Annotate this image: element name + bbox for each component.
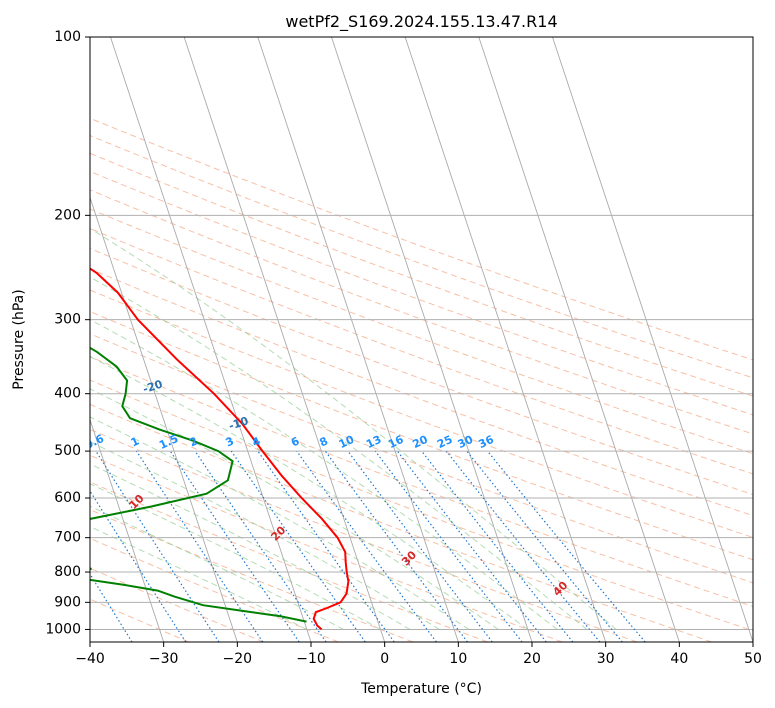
x-axis: −40 −30 −20 −10 0 10 20 30 40 50 bbox=[75, 642, 762, 667]
mixing-ratio-line bbox=[230, 450, 366, 642]
y-tick-label: 200 bbox=[54, 207, 81, 223]
mixing-ratio-label: 0.2 bbox=[2, 432, 25, 452]
mixing-ratio-line bbox=[324, 450, 468, 642]
plot-frame bbox=[89, 36, 754, 643]
mixing-ratio-label: 13 bbox=[364, 433, 383, 451]
y-axis: 100 200 300 400 500 600 700 800 900 1000 bbox=[45, 29, 90, 637]
y-tick-label: 100 bbox=[54, 29, 81, 45]
dry-adiabat-line bbox=[90, 333, 753, 584]
mixing-ratio-line bbox=[257, 450, 395, 642]
isotherm-line bbox=[183, 37, 386, 642]
isotherm-label: -10 bbox=[227, 414, 250, 433]
moist-adiabat-line bbox=[90, 505, 344, 630]
moist-adiabat-line bbox=[90, 319, 558, 630]
mixing-ratio-line bbox=[445, 450, 601, 642]
mixing-ratio-line bbox=[90, 489, 187, 642]
x-tick-label: −10 bbox=[296, 651, 326, 667]
x-tick-label: 10 bbox=[449, 651, 467, 667]
x-tick-label: 40 bbox=[670, 651, 688, 667]
mixing-ratio-label: 30 bbox=[456, 433, 476, 451]
mixing-ratio-line bbox=[466, 450, 623, 642]
isotherm-line bbox=[552, 37, 753, 642]
mixing-ratio-label: 36 bbox=[476, 433, 496, 451]
mixing-ratio-label: 25 bbox=[435, 433, 454, 451]
moist-adiabat-line bbox=[90, 416, 470, 630]
dry-adiabat-line bbox=[90, 428, 638, 642]
mixing-ratio-line bbox=[135, 450, 264, 642]
y-tick-label: 800 bbox=[54, 564, 81, 580]
data-series bbox=[90, 267, 350, 631]
mixing-ratio-line bbox=[194, 450, 327, 642]
x-axis-label: Temperature (°C) bbox=[360, 681, 482, 697]
moist-adiabat-line bbox=[90, 526, 308, 630]
guide-lines bbox=[0, 37, 753, 642]
isotherm-line bbox=[331, 37, 533, 642]
dry-adiabat-line bbox=[90, 537, 339, 642]
mixing-ratio-label: 10 bbox=[337, 433, 357, 451]
x-tick-label: −40 bbox=[75, 651, 105, 667]
mixing-ratio-label: 20 bbox=[411, 433, 431, 451]
moist-adiabat-line bbox=[90, 227, 617, 630]
moist-adiabat-line bbox=[90, 441, 440, 630]
isotherm-line bbox=[478, 37, 680, 642]
mixing-ratio-line bbox=[95, 450, 220, 642]
dry-adiabat-line bbox=[90, 454, 563, 642]
x-tick-label: 0 bbox=[380, 651, 389, 667]
y-tick-label: 400 bbox=[54, 386, 81, 402]
y-tick-label: 500 bbox=[54, 443, 81, 459]
dry-adiabat-line bbox=[90, 356, 753, 608]
x-tick-label: 30 bbox=[597, 651, 615, 667]
moist-adiabat-line bbox=[90, 388, 499, 630]
chart-title: wetPf2_S169.2024.155.13.47.R14 bbox=[285, 12, 557, 32]
y-tick-label: 300 bbox=[54, 312, 81, 328]
y-axis-label: Pressure (hPa) bbox=[11, 289, 27, 389]
isotherm-line bbox=[404, 37, 607, 642]
isotherm-label: -30 bbox=[55, 338, 78, 357]
plot-background bbox=[90, 37, 753, 642]
mixing-ratio-line bbox=[0, 451, 82, 642]
x-tick-label: −30 bbox=[149, 651, 179, 667]
y-tick-label: 900 bbox=[54, 594, 81, 610]
isotherm-label: -20 bbox=[141, 377, 164, 396]
moist-adiabat-line bbox=[90, 463, 411, 630]
x-tick-label: −20 bbox=[223, 651, 253, 667]
y-tick-label: 700 bbox=[54, 530, 81, 546]
mixing-ratio-line bbox=[169, 450, 300, 642]
isotherm-line bbox=[90, 418, 165, 642]
mixing-ratio-line bbox=[421, 450, 574, 642]
mixing-ratio-line bbox=[296, 450, 437, 642]
isotherm-line bbox=[257, 37, 459, 642]
mixing-ratio-label: 16 bbox=[386, 433, 406, 451]
isotherm-line bbox=[110, 37, 312, 642]
x-tick-label: 50 bbox=[744, 651, 762, 667]
temperature-profile-line bbox=[90, 267, 350, 631]
y-tick-label: 600 bbox=[54, 490, 81, 506]
moist-adiabat-line bbox=[90, 356, 529, 630]
x-tick-label: 20 bbox=[523, 651, 541, 667]
mixing-ratio-line bbox=[347, 450, 493, 642]
y-tick-label: 1000 bbox=[45, 621, 81, 637]
dewpoint-profile-line bbox=[90, 346, 307, 623]
isotherm-line bbox=[90, 196, 238, 642]
